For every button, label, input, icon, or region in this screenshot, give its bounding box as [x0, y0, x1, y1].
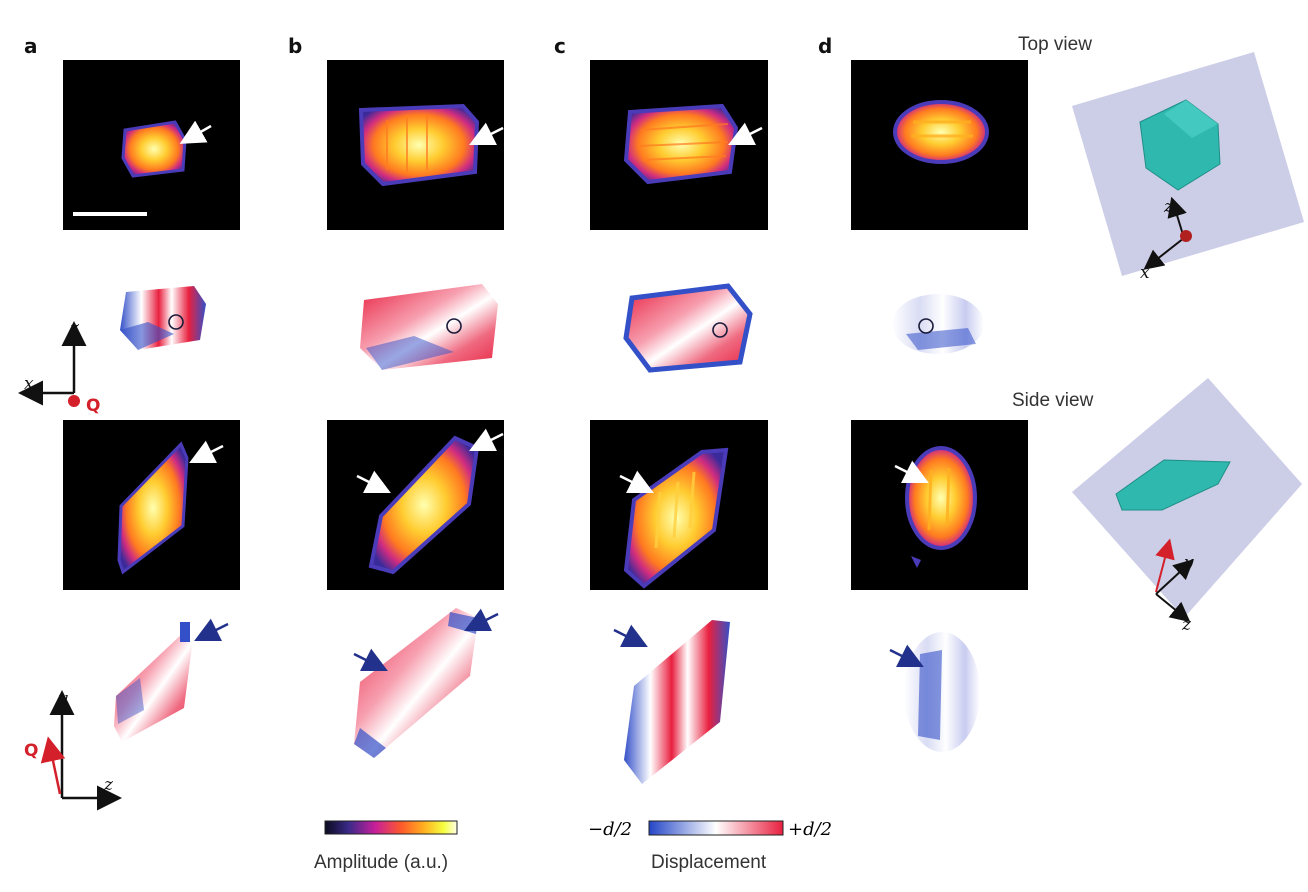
displacement-image-d-side	[889, 632, 980, 752]
colorbar-min-label: −d/2	[588, 819, 632, 840]
amplitude-image-d-side	[851, 420, 1028, 590]
axes-top-left: z x Q	[18, 318, 100, 416]
amplitude-image-a-top	[63, 60, 240, 230]
amplitude-image-b-top	[327, 60, 504, 230]
panel-label-c: c	[554, 34, 566, 58]
vector-label-q: Q	[24, 741, 38, 761]
displacement-image-a-top	[120, 286, 206, 350]
colorbar-max-label: +d/2	[788, 819, 832, 840]
side-view-label: Side view	[1012, 390, 1094, 411]
3d-side-view: y z	[1072, 378, 1302, 635]
axes-bottom-left: y z Q	[24, 689, 122, 811]
amplitude-image-c-side	[590, 420, 768, 590]
displacement-colorbar: −d/2 +d/2	[588, 819, 832, 840]
displacement-image-c-side	[613, 620, 730, 784]
axis-label-z: z	[1163, 197, 1174, 217]
axis-label-z: z	[103, 775, 114, 795]
top-view-label: Top view	[1018, 34, 1092, 55]
axis-label-z: z	[69, 318, 80, 338]
arrow-indicator	[179, 120, 212, 144]
amplitude-image-a-side	[63, 420, 240, 590]
displacement-colorbar-label: Displacement	[651, 852, 767, 873]
amplitude-colorbar	[324, 820, 458, 835]
displacement-image-d-top	[892, 294, 984, 354]
axis-label-z: z	[1181, 615, 1192, 635]
amplitude-image-c-top	[590, 60, 768, 230]
panel-label-d: d	[818, 34, 833, 58]
axis-label-x: x	[24, 374, 34, 394]
axis-label-x: x	[1140, 263, 1150, 283]
displacement-image-a-side	[114, 618, 229, 742]
displacement-image-b-side	[353, 608, 499, 758]
axis-label-y: y	[1183, 553, 1194, 573]
displacement-image-b-top	[360, 284, 498, 370]
3d-top-view: z x	[1072, 52, 1304, 283]
amplitude-image-b-side	[327, 420, 504, 590]
panel-label-b: b	[288, 34, 303, 58]
axis-label-y: y	[57, 689, 68, 709]
displacement-image-c-top	[623, 283, 753, 373]
panel-label-a: a	[24, 34, 38, 58]
amplitude-colorbar-label: Amplitude (a.u.)	[314, 852, 449, 873]
scale-bar	[73, 212, 147, 216]
vector-label-q: Q	[86, 396, 100, 416]
amplitude-image-d-top	[851, 60, 1028, 230]
